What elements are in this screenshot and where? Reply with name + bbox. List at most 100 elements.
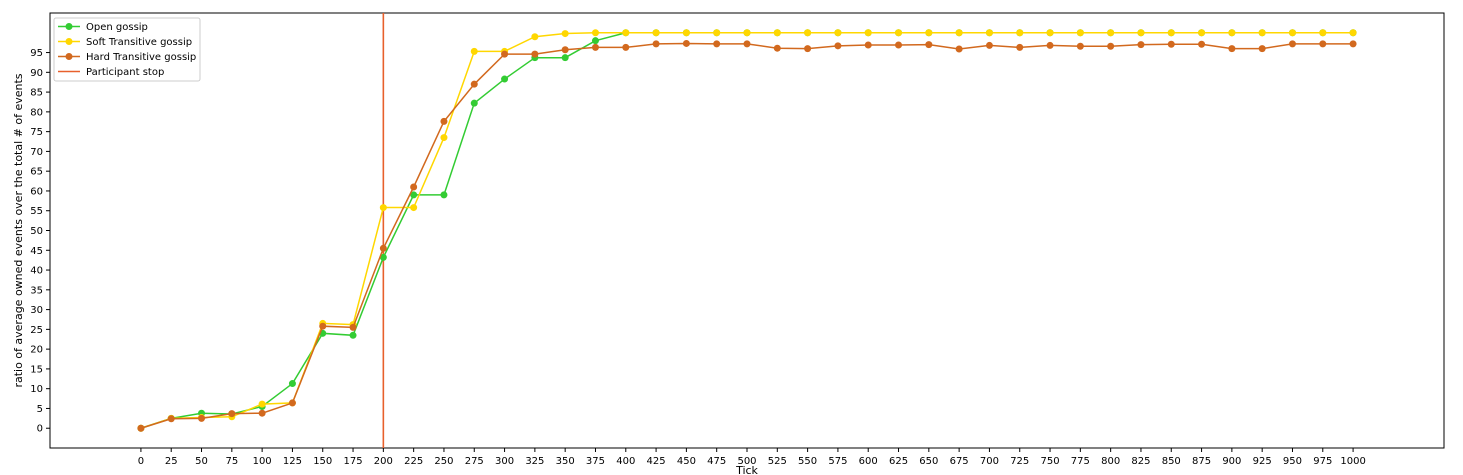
data-point xyxy=(713,40,721,48)
y-tick-label: 10 xyxy=(30,384,43,395)
data-point xyxy=(804,29,812,37)
data-point xyxy=(652,40,660,48)
data-point xyxy=(1349,29,1357,37)
data-point xyxy=(561,30,569,38)
data-point xyxy=(1107,42,1115,50)
x-tick-label: 750 xyxy=(1040,456,1059,467)
y-axis-label: ratio of average owned events over the t… xyxy=(12,73,25,387)
data-point xyxy=(622,43,630,51)
data-point xyxy=(985,41,993,49)
x-tick-label: 900 xyxy=(1222,456,1241,467)
data-point xyxy=(137,424,145,432)
x-tick-label: 225 xyxy=(404,456,423,467)
data-point xyxy=(561,54,569,62)
x-tick-label: 250 xyxy=(434,456,453,467)
y-tick-label: 95 xyxy=(30,48,43,59)
x-tick-label: 425 xyxy=(647,456,666,467)
data-point xyxy=(743,40,751,48)
x-tick-label: 275 xyxy=(465,456,484,467)
data-point xyxy=(682,39,690,47)
x-tick-label: 125 xyxy=(283,456,302,467)
data-point xyxy=(410,183,418,191)
data-point xyxy=(1319,40,1327,48)
data-point xyxy=(925,41,933,49)
data-point xyxy=(470,47,478,55)
y-tick-label: 50 xyxy=(30,226,43,237)
data-point xyxy=(1228,29,1236,37)
x-tick-label: 575 xyxy=(828,456,847,467)
y-tick-label: 45 xyxy=(30,246,43,257)
x-tick-label: 650 xyxy=(919,456,938,467)
data-point xyxy=(470,99,478,107)
x-tick-label: 75 xyxy=(225,456,238,467)
legend-label: Open gossip xyxy=(86,22,148,33)
x-tick-label: 925 xyxy=(1253,456,1272,467)
data-point xyxy=(1107,29,1115,37)
y-tick-label: 25 xyxy=(30,325,43,336)
data-point xyxy=(1016,43,1024,51)
x-tick-label: 0 xyxy=(138,456,144,467)
data-point xyxy=(440,191,448,199)
data-point xyxy=(167,415,175,423)
data-point xyxy=(379,244,387,252)
x-tick-label: 375 xyxy=(586,456,605,467)
y-tick-label: 80 xyxy=(30,107,43,118)
data-point xyxy=(1076,29,1084,37)
y-tick-label: 65 xyxy=(30,167,43,178)
x-tick-label: 700 xyxy=(980,456,999,467)
legend-marker xyxy=(65,53,73,60)
data-point xyxy=(743,29,751,37)
data-point xyxy=(591,37,599,45)
data-point xyxy=(1198,29,1206,37)
data-point xyxy=(955,45,963,53)
x-tick-label: 775 xyxy=(1071,456,1090,467)
data-point xyxy=(1198,40,1206,48)
data-point xyxy=(955,29,963,37)
data-point xyxy=(713,29,721,37)
y-tick-label: 15 xyxy=(30,364,43,375)
x-tick-label: 100 xyxy=(253,456,272,467)
data-point xyxy=(804,45,812,53)
x-tick-label: 725 xyxy=(1010,456,1029,467)
x-tick-label: 50 xyxy=(195,456,208,467)
y-axis-ticks: 0 5 10 15 20 25 30 35 40 45 50 55 60 65 70 75 80 85 90 95 xyxy=(30,48,50,435)
y-tick-label: 70 xyxy=(30,147,43,158)
data-point xyxy=(1046,29,1054,37)
data-point xyxy=(773,29,781,37)
y-tick-label: 35 xyxy=(30,285,43,296)
y-tick-label: 85 xyxy=(30,88,43,99)
data-point xyxy=(925,29,933,37)
data-point xyxy=(591,43,599,51)
y-tick-label: 75 xyxy=(30,127,43,138)
x-tick-label: 300 xyxy=(495,456,514,467)
data-point xyxy=(864,41,872,49)
y-tick-label: 55 xyxy=(30,206,43,217)
x-tick-label: 600 xyxy=(859,456,878,467)
data-point xyxy=(682,29,690,37)
y-tick-label: 40 xyxy=(30,266,43,277)
data-point xyxy=(834,29,842,37)
plot-area xyxy=(49,12,1445,449)
series-group xyxy=(137,29,1357,432)
data-point xyxy=(1228,45,1236,53)
x-tick-label: 1000 xyxy=(1340,456,1365,467)
data-point xyxy=(228,410,236,418)
data-point xyxy=(198,414,206,422)
y-tick-label: 20 xyxy=(30,345,43,356)
data-point xyxy=(440,117,448,125)
data-point xyxy=(1319,29,1327,37)
data-point xyxy=(985,29,993,37)
data-point xyxy=(258,409,266,417)
data-point xyxy=(1258,29,1266,37)
data-point xyxy=(591,29,599,37)
x-tick-label: 825 xyxy=(1131,456,1150,467)
data-point xyxy=(288,399,296,407)
data-point xyxy=(470,80,478,88)
data-point xyxy=(895,41,903,49)
x-tick-label: 200 xyxy=(374,456,393,467)
x-tick-label: 25 xyxy=(165,456,178,467)
data-point xyxy=(1258,45,1266,53)
data-point xyxy=(864,29,872,37)
y-tick-label: 60 xyxy=(30,186,43,197)
